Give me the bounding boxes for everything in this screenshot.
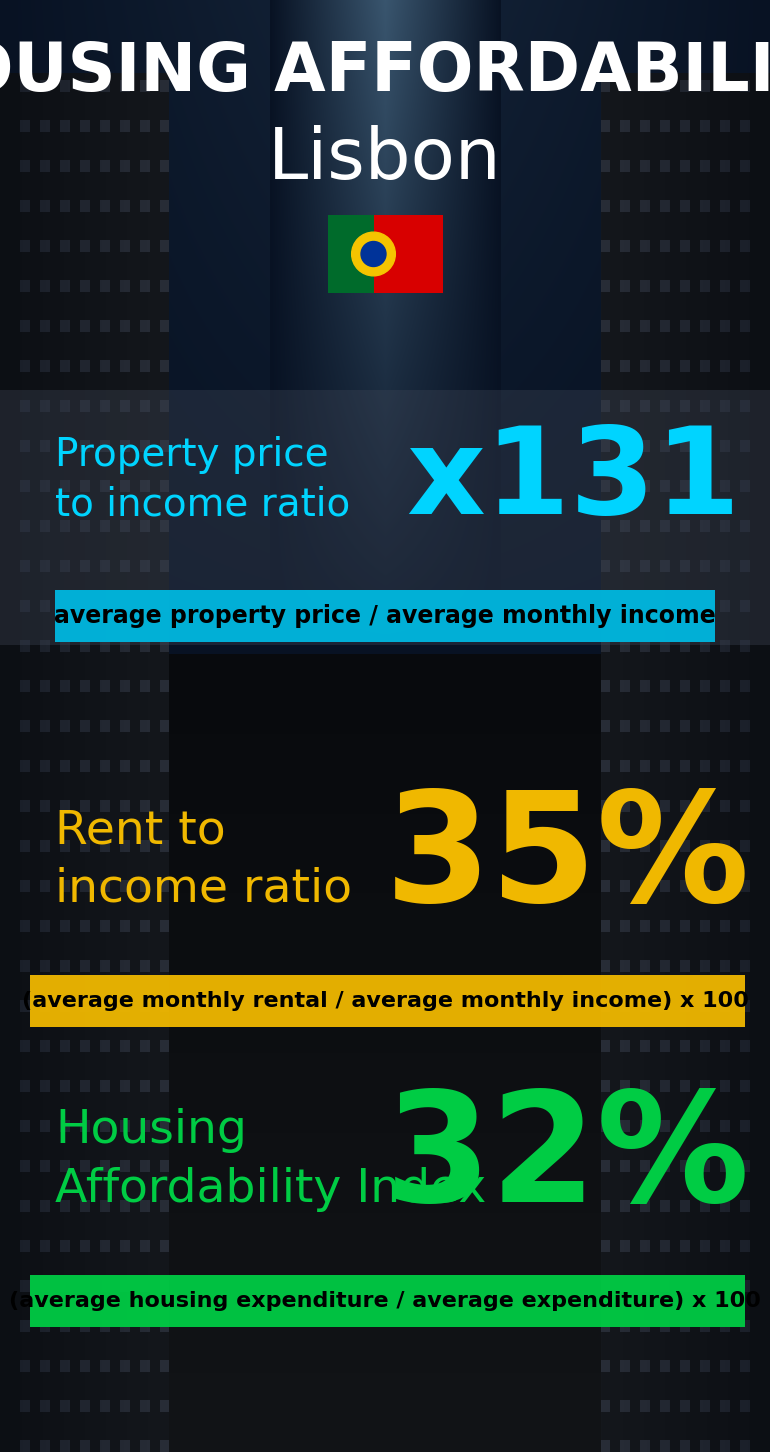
- Text: x131: x131: [406, 421, 740, 539]
- FancyBboxPatch shape: [327, 215, 373, 293]
- Text: 32%: 32%: [384, 1086, 750, 1234]
- Text: Rent to
income ratio: Rent to income ratio: [55, 807, 352, 912]
- FancyBboxPatch shape: [0, 391, 770, 645]
- Circle shape: [352, 232, 395, 276]
- FancyBboxPatch shape: [30, 974, 745, 1027]
- Circle shape: [361, 241, 386, 267]
- FancyBboxPatch shape: [30, 1275, 745, 1327]
- FancyBboxPatch shape: [373, 215, 443, 293]
- Text: 35%: 35%: [384, 786, 750, 935]
- Text: (average monthly rental / average monthly income) x 100: (average monthly rental / average monthl…: [22, 992, 748, 1011]
- Text: (average housing expenditure / average expenditure) x 100: (average housing expenditure / average e…: [9, 1291, 761, 1311]
- Text: Housing
Affordability Index: Housing Affordability Index: [55, 1108, 487, 1212]
- Text: HOUSING AFFORDABILITY: HOUSING AFFORDABILITY: [0, 39, 770, 105]
- Text: Property price
to income ratio: Property price to income ratio: [55, 436, 350, 524]
- Text: Lisbon: Lisbon: [268, 125, 502, 195]
- Text: average property price / average monthly income: average property price / average monthly…: [54, 604, 716, 629]
- FancyBboxPatch shape: [55, 590, 715, 642]
